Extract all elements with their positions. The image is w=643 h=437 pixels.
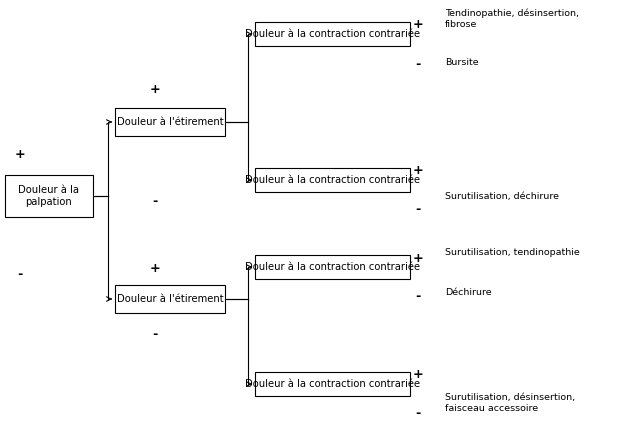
Text: Douleur à la contraction contrariée: Douleur à la contraction contrariée [245,262,420,272]
Text: +: + [150,83,160,96]
Text: Douleur à la contraction contrariée: Douleur à la contraction contrariée [245,29,420,39]
Bar [115,285,225,313]
Text: Douleur à la contraction contrariée: Douleur à la contraction contrariée [245,379,420,389]
Text: Surutilisation, déchirure: Surutilisation, déchirure [445,192,559,201]
Text: Douleur à l'étirement: Douleur à l'étirement [116,294,223,304]
Text: Douleur à la contraction contrariée: Douleur à la contraction contrariée [245,175,420,185]
Bar [255,372,410,396]
Bar [255,22,410,46]
Bar [255,168,410,192]
Text: Bursite: Bursite [445,58,478,67]
Bar [5,175,93,217]
Text: Douleur à la
palpation: Douleur à la palpation [19,185,80,207]
Text: Tendinopathie, désinsertion,
fibrose: Tendinopathie, désinsertion, fibrose [445,8,579,28]
Text: Déchirure: Déchirure [445,288,492,297]
Text: -: - [17,268,23,281]
Text: Surutilisation, désinsertion,
faisceau accessoire: Surutilisation, désinsertion, faisceau a… [445,393,575,413]
Text: -: - [415,203,421,216]
Text: -: - [415,290,421,303]
Bar [255,255,410,279]
Text: +: + [15,148,25,161]
Text: +: + [413,18,423,31]
Text: -: - [415,407,421,420]
Text: -: - [152,195,158,208]
Text: -: - [415,58,421,71]
Text: +: + [150,262,160,275]
Text: +: + [413,164,423,177]
Text: +: + [413,252,423,265]
Bar [115,108,225,136]
Text: Douleur à l'étirement: Douleur à l'étirement [116,117,223,127]
Text: Surutilisation, tendinopathie: Surutilisation, tendinopathie [445,248,580,257]
Text: -: - [152,328,158,341]
Text: +: + [413,368,423,381]
